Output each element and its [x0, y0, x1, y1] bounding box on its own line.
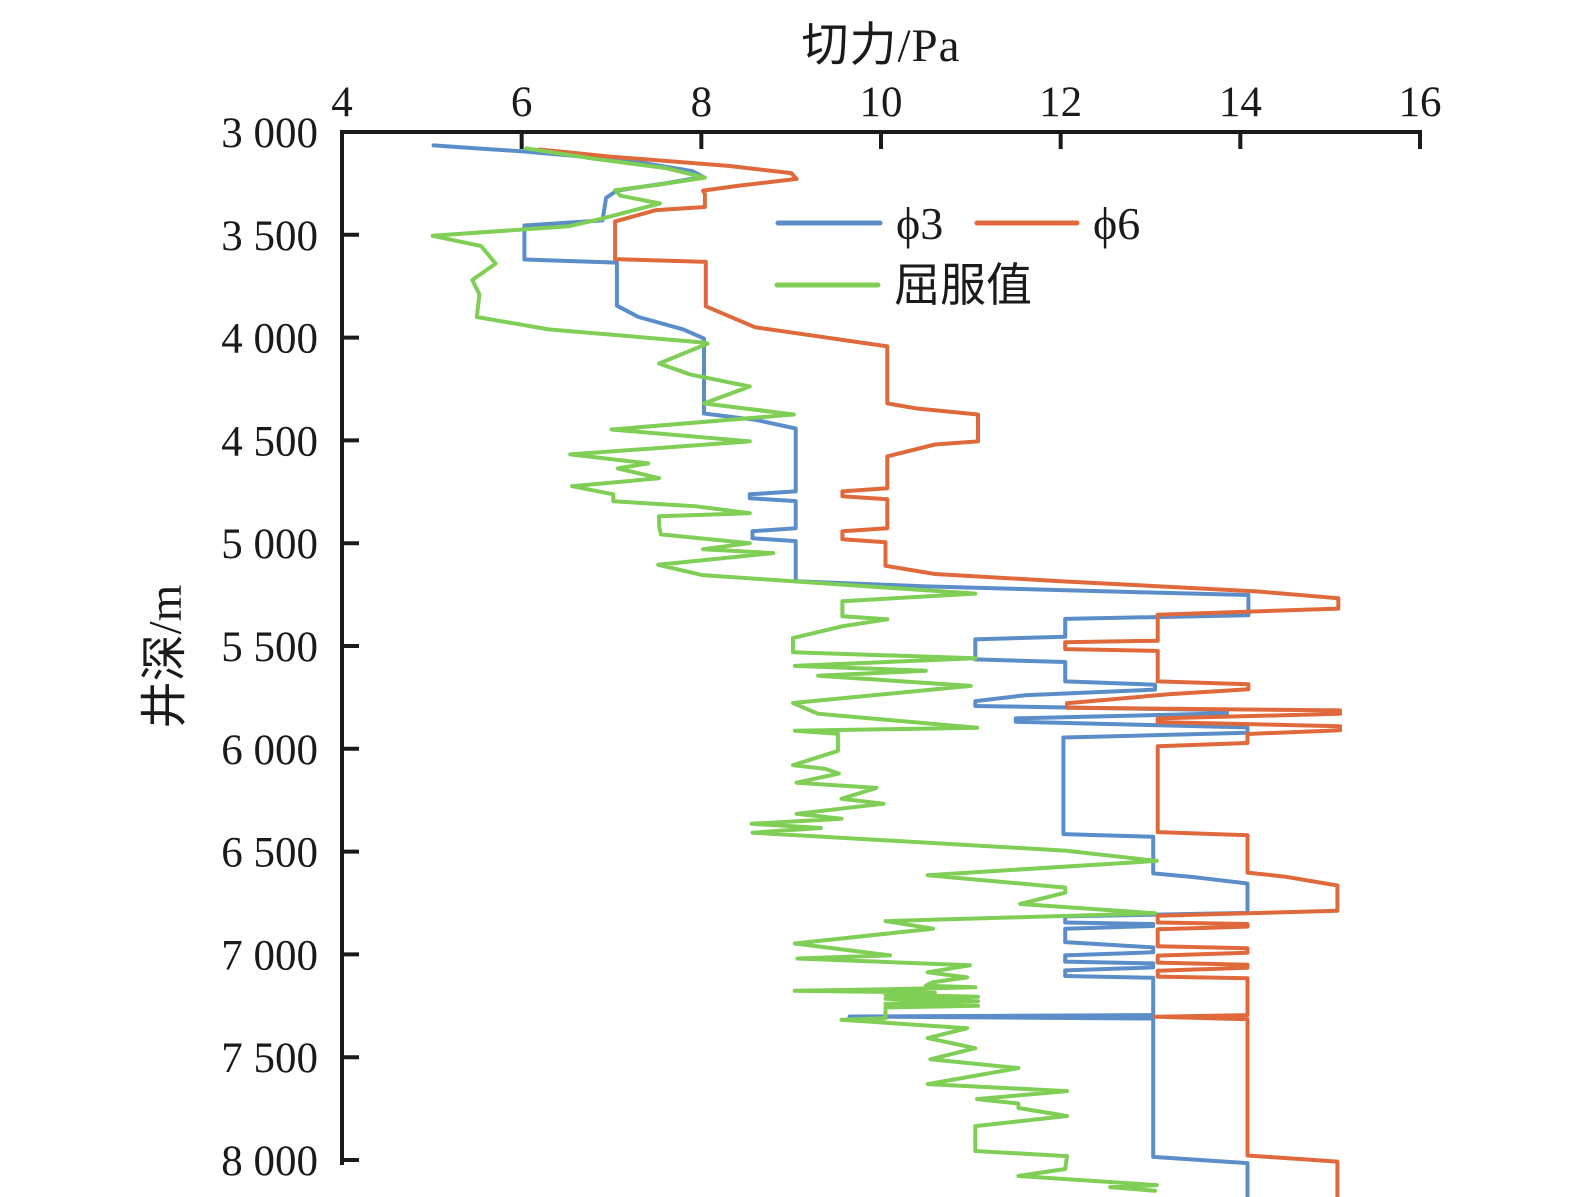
legend-label-ϕ6: ϕ6: [1093, 198, 1140, 249]
x-tick-label: 14: [1219, 79, 1262, 126]
series-line-屈服值: [430, 146, 1159, 1193]
x-tick-label: 8: [691, 79, 713, 126]
y-tick-label: 3 500: [221, 213, 318, 260]
legend-label-屈服值: 屈服值: [894, 260, 1032, 311]
y-tick-label: 4 000: [221, 316, 318, 363]
y-tick-label: 7 000: [221, 932, 318, 979]
y-tick-label: 8 000: [221, 1138, 318, 1185]
x-tick-label: 10: [860, 79, 903, 126]
x-tick-label: 16: [1399, 79, 1442, 126]
y-axis-title: 井深/m: [139, 584, 192, 729]
y-tick-label: 3 000: [221, 110, 318, 157]
series-line-ϕ6: [537, 147, 1342, 1197]
y-tick-label: 6 000: [221, 727, 318, 774]
y-tick-label: 5 500: [221, 624, 318, 671]
y-tick-label: 4 500: [221, 418, 318, 465]
y-tick-label: 6 500: [221, 830, 318, 877]
y-tick-label: 7 500: [221, 1035, 318, 1082]
series-line-ϕ3: [431, 143, 1251, 1197]
x-axis-title: 切力/Pa: [801, 20, 961, 72]
legend-label-ϕ3: ϕ3: [896, 198, 943, 249]
x-tick-label: 12: [1039, 79, 1082, 126]
x-tick-label: 4: [331, 79, 353, 126]
x-tick-label: 6: [511, 79, 533, 126]
y-tick-label: 5 000: [221, 521, 318, 568]
